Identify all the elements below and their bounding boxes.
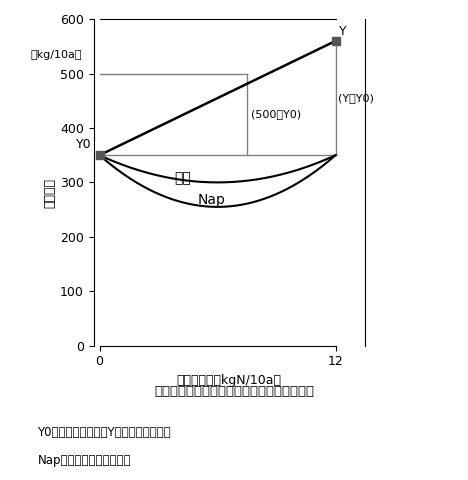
Text: (Y－Y0): (Y－Y0) — [338, 93, 374, 103]
Text: Nap：三要素区窒素施肥量: Nap：三要素区窒素施肥量 — [37, 454, 131, 468]
Text: 図１．水田生産力指標（Ｎｆ）算出の考え方: 図１．水田生産力指標（Ｎｆ）算出の考え方 — [154, 384, 314, 398]
Text: 玄米収量: 玄米収量 — [44, 178, 57, 208]
Text: Nap: Nap — [198, 193, 226, 207]
Text: Y0：無窒素区収量、Y：三要素区収量、: Y0：無窒素区収量、Y：三要素区収量、 — [37, 425, 171, 439]
Text: Y: Y — [338, 25, 346, 38]
X-axis label: 施肥窒素量（kgN/10a）: 施肥窒素量（kgN/10a） — [177, 374, 282, 387]
Text: Y0: Y0 — [76, 138, 92, 151]
Text: Ｎｆ: Ｎｆ — [174, 171, 191, 185]
Text: （kg/10a）: （kg/10a） — [30, 49, 82, 60]
Text: (500－Y0): (500－Y0) — [251, 109, 301, 120]
